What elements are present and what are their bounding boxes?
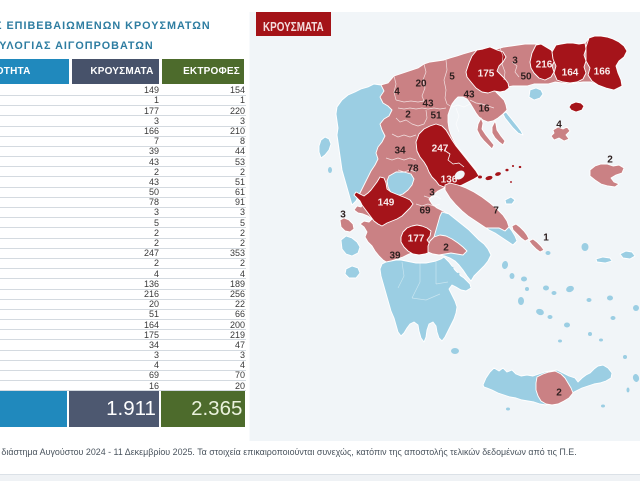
svg-text:3: 3 [429,188,435,199]
svg-text:20: 20 [415,79,427,90]
svg-text:16: 16 [478,104,490,115]
svg-text:43: 43 [422,99,434,110]
svg-text:5: 5 [449,72,455,83]
svg-text:247: 247 [432,144,449,155]
svg-text:136: 136 [441,175,458,186]
svg-text:39: 39 [389,251,401,262]
svg-text:7: 7 [493,206,499,217]
svg-text:34: 34 [394,146,406,157]
svg-text:2: 2 [443,243,449,254]
svg-text:2: 2 [556,388,562,399]
svg-text:4: 4 [556,120,562,131]
svg-text:166: 166 [594,67,611,78]
svg-text:1: 1 [543,233,549,244]
svg-text:3: 3 [512,56,518,67]
svg-text:2: 2 [607,155,613,166]
svg-text:43: 43 [463,90,475,101]
svg-text:149: 149 [378,198,395,209]
svg-text:3: 3 [340,210,346,221]
svg-text:164: 164 [562,68,579,79]
svg-text:177: 177 [408,234,425,245]
svg-text:2: 2 [405,110,411,121]
svg-text:51: 51 [430,111,442,122]
svg-text:216: 216 [536,60,553,71]
svg-text:4: 4 [394,87,400,98]
svg-text:69: 69 [419,206,431,217]
svg-text:50: 50 [520,72,532,83]
svg-text:175: 175 [478,69,495,80]
svg-text:78: 78 [407,164,419,175]
